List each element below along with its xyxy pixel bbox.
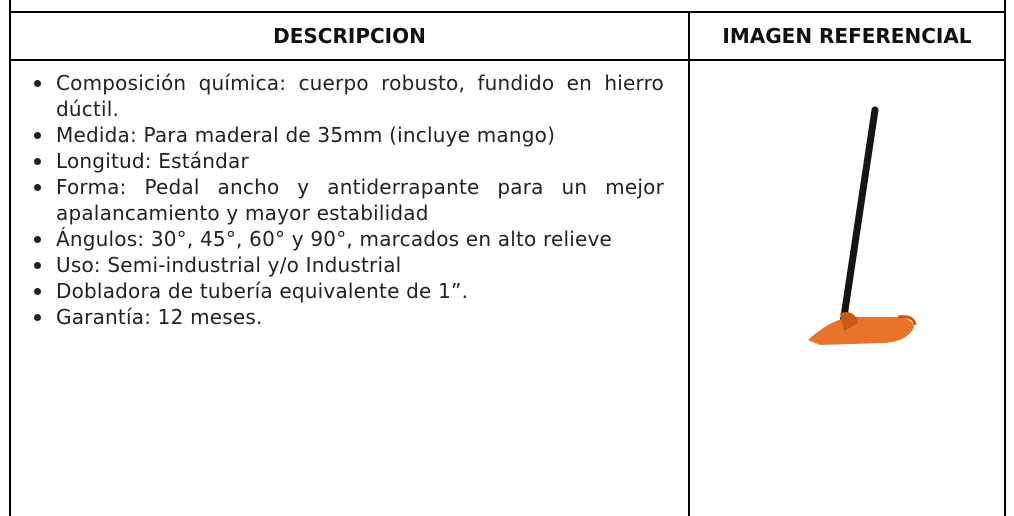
product-image — [808, 106, 917, 345]
column-divider — [688, 11, 690, 516]
border-left — [9, 0, 11, 516]
header-cell: IMAGEN REFERENCIAL — [722, 24, 972, 48]
list-item: Dobladora de tubería equivalente de 1”. — [34, 278, 664, 304]
border-header — [9, 59, 1006, 61]
list-item: Composición química: cuerpo robusto, fun… — [34, 71, 664, 121]
description-list: Composición química: cuerpo robusto, fun… — [28, 70, 664, 330]
border-top — [9, 11, 1006, 13]
header-cell: DESCRIPCION — [273, 24, 426, 48]
border-right — [1004, 0, 1006, 516]
list-item: Ángulos: 30°, 45°, 60° y 90°, marcados e… — [34, 226, 664, 252]
list-item: Longitud: Estándar — [34, 148, 664, 174]
list-item: Garantía: 12 meses. — [34, 304, 664, 330]
list-item: Uso: Semi-industrial y/o Industrial — [34, 252, 664, 278]
list-item: Forma: Pedal ancho y antiderrapante para… — [34, 175, 664, 225]
list-item: Medida: Para maderal de 35mm (incluye ma… — [34, 122, 664, 148]
